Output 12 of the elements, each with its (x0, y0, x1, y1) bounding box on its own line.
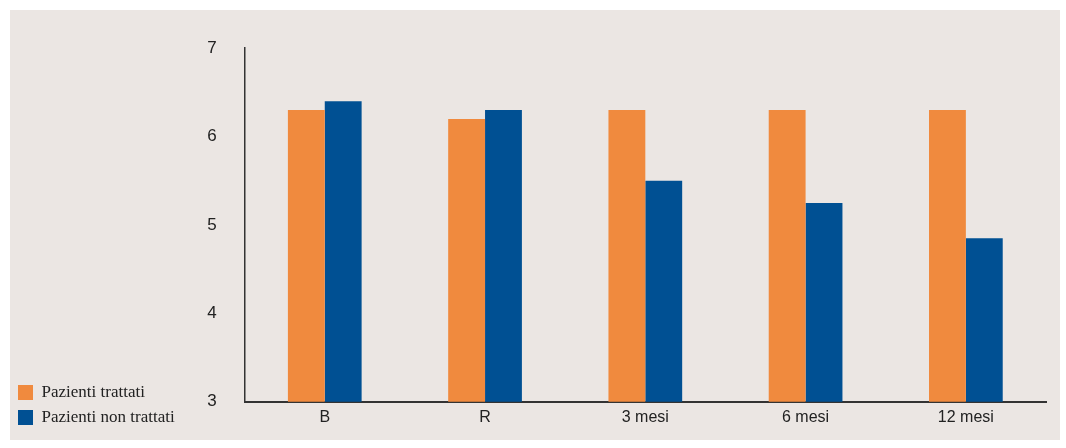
x-tick-label: 3 mesi (621, 407, 669, 425)
x-tick-label: B (319, 407, 331, 425)
x-tick-label: R (479, 407, 491, 425)
y-tick-label: 7 (207, 37, 217, 57)
x-tick-label: 6 mesi (782, 407, 830, 425)
y-tick-label: 5 (207, 214, 217, 234)
legend-label: Pazienti trattati (41, 381, 146, 401)
x-tick-label: 12 mesi (937, 407, 994, 425)
y-tick-label: 4 (207, 303, 217, 323)
y-tick-label: 3 (207, 391, 217, 411)
legend-label: Pazienti non trattati (41, 406, 175, 426)
y-tick-label: 6 (207, 126, 217, 146)
